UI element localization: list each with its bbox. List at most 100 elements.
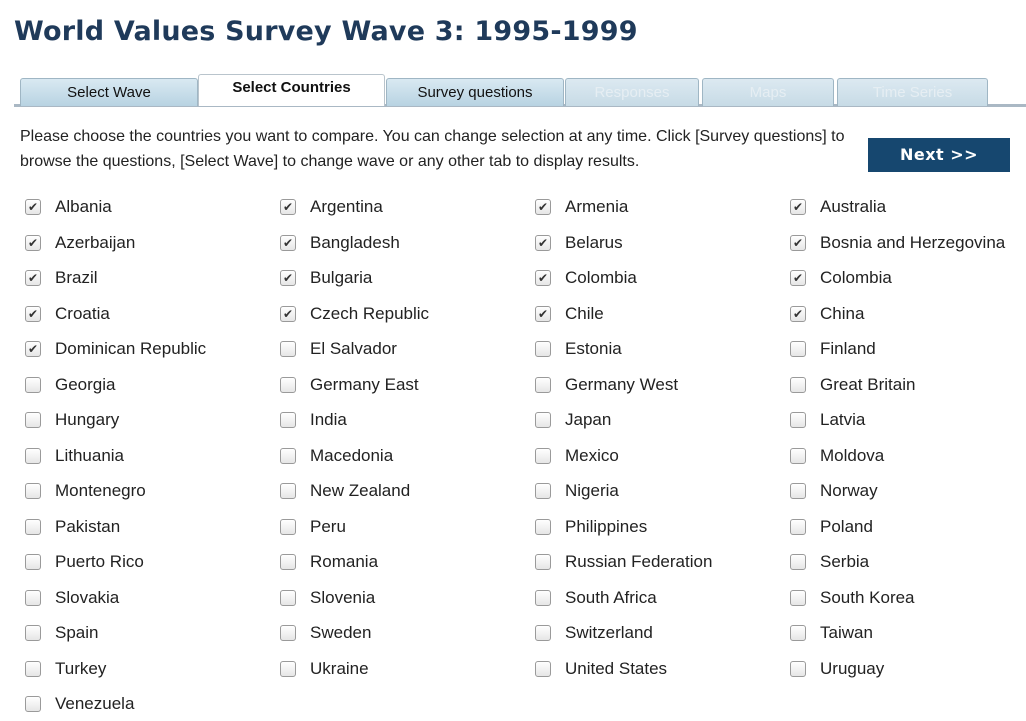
country-option[interactable]: Georgia xyxy=(25,373,115,397)
country-option[interactable]: Czech Republic xyxy=(280,302,429,326)
checkbox-unchecked[interactable] xyxy=(25,696,41,712)
country-option[interactable]: Albania xyxy=(25,195,112,219)
country-option[interactable]: Germany East xyxy=(280,373,419,397)
country-option[interactable]: Belarus xyxy=(535,231,623,255)
checkbox-checked[interactable] xyxy=(280,234,296,251)
country-option[interactable]: Serbia xyxy=(790,550,869,574)
checkbox-unchecked[interactable] xyxy=(790,589,806,606)
country-option[interactable]: Moldova xyxy=(790,444,884,468)
checkbox-unchecked[interactable] xyxy=(25,376,41,393)
checkbox-checked[interactable] xyxy=(280,199,296,215)
checkbox-checked[interactable] xyxy=(790,234,806,251)
country-option[interactable]: Australia xyxy=(790,195,886,219)
checkbox-unchecked[interactable] xyxy=(25,412,41,428)
checkbox-checked[interactable] xyxy=(25,234,41,251)
checkbox-checked[interactable] xyxy=(280,270,296,286)
country-option[interactable]: Uruguay xyxy=(790,657,884,681)
country-option[interactable]: Montenegro xyxy=(25,479,146,503)
country-option[interactable]: South Korea xyxy=(790,586,915,610)
country-option[interactable]: Nigeria xyxy=(535,479,619,503)
checkbox-unchecked[interactable] xyxy=(25,518,41,535)
country-option[interactable]: Russian Federation xyxy=(535,550,712,574)
country-option[interactable]: Bosnia and Herzegovina xyxy=(790,231,1005,255)
country-option[interactable]: Azerbaijan xyxy=(25,231,135,255)
checkbox-checked[interactable] xyxy=(535,199,551,215)
country-option[interactable]: Hungary xyxy=(25,408,119,432)
checkbox-unchecked[interactable] xyxy=(535,660,551,677)
checkbox-checked[interactable] xyxy=(25,305,41,322)
checkbox-unchecked[interactable] xyxy=(790,518,806,535)
country-option[interactable]: Argentina xyxy=(280,195,383,219)
checkbox-checked[interactable] xyxy=(535,305,551,322)
country-option[interactable]: Lithuania xyxy=(25,444,124,468)
checkbox-unchecked[interactable] xyxy=(790,660,806,677)
country-option[interactable]: Croatia xyxy=(25,302,110,326)
country-option[interactable]: Mexico xyxy=(535,444,619,468)
country-option[interactable]: South Africa xyxy=(535,586,657,610)
checkbox-unchecked[interactable] xyxy=(535,376,551,393)
checkbox-checked[interactable] xyxy=(790,270,806,286)
country-option[interactable]: Bulgaria xyxy=(280,266,372,290)
country-option[interactable]: Estonia xyxy=(535,337,622,361)
country-option[interactable]: Slovakia xyxy=(25,586,119,610)
country-option[interactable]: India xyxy=(280,408,347,432)
checkbox-unchecked[interactable] xyxy=(280,412,296,428)
checkbox-unchecked[interactable] xyxy=(790,376,806,393)
country-option[interactable]: Slovenia xyxy=(280,586,375,610)
country-option[interactable]: Poland xyxy=(790,515,873,539)
checkbox-unchecked[interactable] xyxy=(25,589,41,606)
checkbox-checked[interactable] xyxy=(535,270,551,286)
country-option[interactable]: Peru xyxy=(280,515,346,539)
checkbox-checked[interactable] xyxy=(25,270,41,286)
checkbox-unchecked[interactable] xyxy=(790,341,806,357)
checkbox-unchecked[interactable] xyxy=(535,447,551,464)
country-option[interactable]: Japan xyxy=(535,408,611,432)
country-option[interactable]: Romania xyxy=(280,550,378,574)
checkbox-checked[interactable] xyxy=(280,305,296,322)
checkbox-unchecked[interactable] xyxy=(280,625,296,641)
checkbox-unchecked[interactable] xyxy=(25,483,41,499)
checkbox-unchecked[interactable] xyxy=(535,625,551,641)
checkbox-checked[interactable] xyxy=(790,305,806,322)
tab-survey-questions[interactable]: Survey questions xyxy=(386,78,564,106)
checkbox-unchecked[interactable] xyxy=(280,376,296,393)
country-option[interactable]: Brazil xyxy=(25,266,98,290)
checkbox-checked[interactable] xyxy=(790,199,806,215)
country-option[interactable]: Armenia xyxy=(535,195,628,219)
country-option[interactable]: Chile xyxy=(535,302,604,326)
country-option[interactable]: Latvia xyxy=(790,408,865,432)
country-option[interactable]: Colombia xyxy=(535,266,637,290)
checkbox-unchecked[interactable] xyxy=(280,554,296,570)
checkbox-checked[interactable] xyxy=(535,234,551,251)
checkbox-unchecked[interactable] xyxy=(25,625,41,641)
checkbox-unchecked[interactable] xyxy=(535,518,551,535)
country-option[interactable]: Norway xyxy=(790,479,878,503)
country-option[interactable]: Pakistan xyxy=(25,515,120,539)
country-option[interactable]: Macedonia xyxy=(280,444,393,468)
checkbox-unchecked[interactable] xyxy=(280,447,296,464)
country-option[interactable]: Dominican Republic xyxy=(25,337,206,361)
checkbox-checked[interactable] xyxy=(25,341,41,357)
checkbox-unchecked[interactable] xyxy=(535,412,551,428)
checkbox-unchecked[interactable] xyxy=(280,660,296,677)
checkbox-checked[interactable] xyxy=(25,199,41,215)
tab-select-countries[interactable]: Select Countries xyxy=(198,74,385,106)
checkbox-unchecked[interactable] xyxy=(25,447,41,464)
country-option[interactable]: China xyxy=(790,302,864,326)
country-option[interactable]: Germany West xyxy=(535,373,678,397)
country-option[interactable]: Philippines xyxy=(535,515,647,539)
country-option[interactable]: United States xyxy=(535,657,667,681)
country-option[interactable]: Sweden xyxy=(280,621,371,645)
checkbox-unchecked[interactable] xyxy=(280,341,296,357)
checkbox-unchecked[interactable] xyxy=(535,589,551,606)
tab-select-wave[interactable]: Select Wave xyxy=(20,78,198,106)
checkbox-unchecked[interactable] xyxy=(790,447,806,464)
checkbox-unchecked[interactable] xyxy=(790,483,806,499)
country-option[interactable]: Puerto Rico xyxy=(25,550,144,574)
country-option[interactable]: Finland xyxy=(790,337,876,361)
checkbox-unchecked[interactable] xyxy=(280,518,296,535)
country-option[interactable]: Taiwan xyxy=(790,621,873,645)
checkbox-unchecked[interactable] xyxy=(535,483,551,499)
checkbox-unchecked[interactable] xyxy=(790,625,806,641)
next-button[interactable]: Next >> xyxy=(868,138,1010,172)
